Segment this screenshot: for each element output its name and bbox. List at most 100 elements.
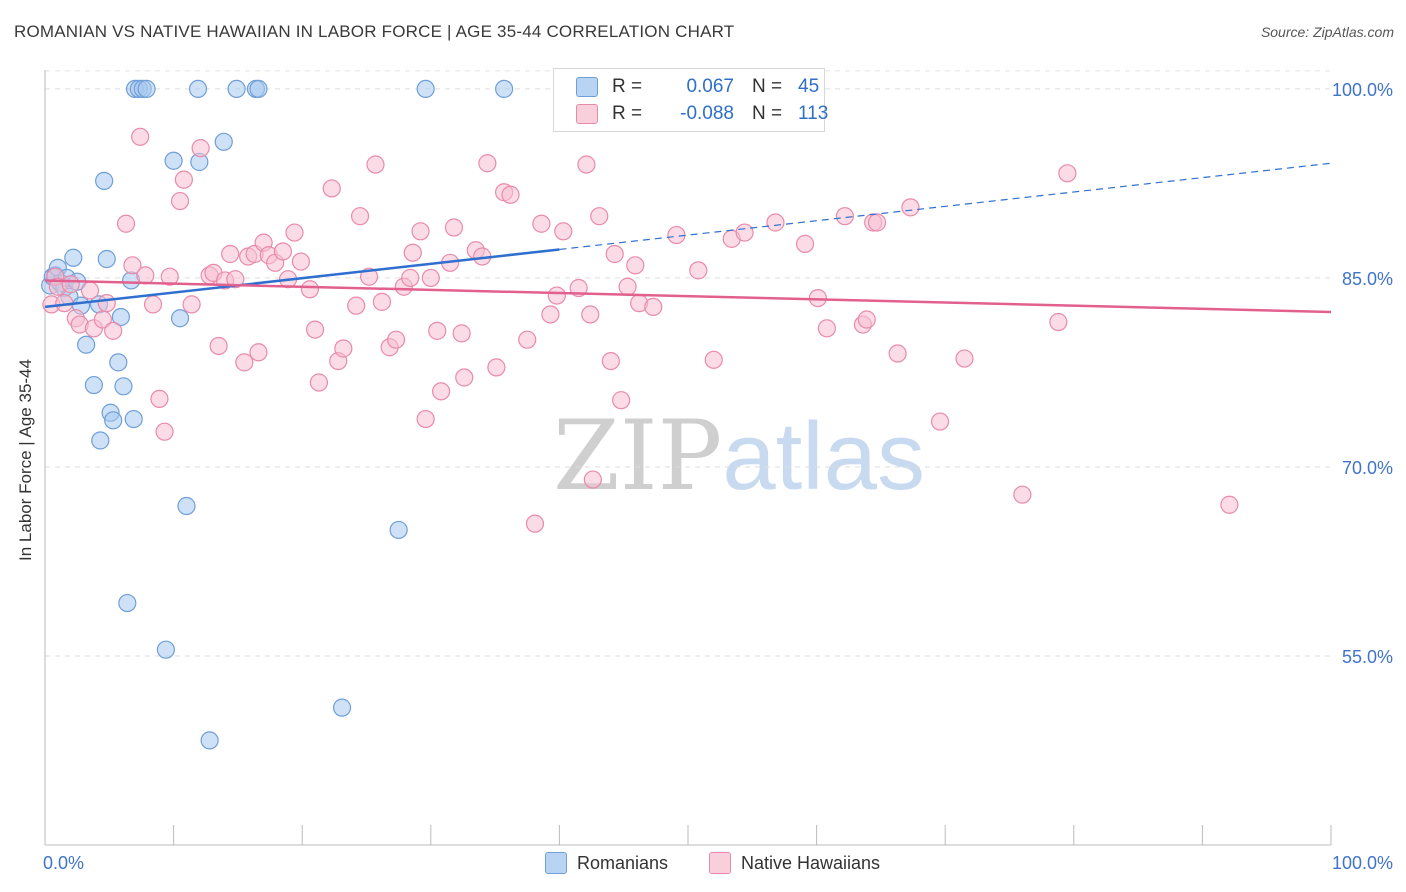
source-label: Source: ZipAtlas.com (1260, 24, 1394, 40)
legend-r-value: -0.088 (680, 103, 734, 124)
romanian-point (77, 335, 96, 354)
hawaiian-point (455, 368, 474, 387)
hawaiian-point (501, 185, 520, 204)
hawaiian-point (601, 351, 620, 371)
hawaiian-point (61, 275, 80, 294)
romanian-point (95, 171, 114, 190)
romanian-point (109, 353, 128, 372)
hawaiian-point (235, 353, 254, 372)
hawaiian-point (618, 277, 637, 296)
romanian-point (495, 79, 514, 99)
legend-r-label: R = (612, 76, 643, 97)
legend-n-label: N = (752, 103, 783, 124)
romanian-point (97, 249, 116, 269)
romanian-point (124, 409, 143, 429)
hawaiian-point (888, 344, 907, 363)
hawaiian-point (350, 207, 370, 226)
legend-r-label: R = (612, 103, 643, 124)
series-legend-hawaiians: Native Hawaiians (709, 852, 880, 874)
hawaiian-point (366, 155, 385, 174)
x-tick-label: 100.0% (1332, 853, 1393, 873)
hawaiian-point (667, 225, 686, 245)
hawaiian-point (191, 139, 210, 158)
romanian-point (137, 79, 156, 99)
romanian-point (104, 411, 123, 430)
hawaiian-point (1049, 312, 1068, 332)
y-tick-label: 55.0% (1342, 647, 1393, 667)
hawaiian-point (541, 305, 560, 324)
romanian-point (156, 640, 175, 659)
hawaiian-point (547, 286, 566, 305)
hawaiian-point (386, 330, 406, 349)
hawaiian-point (518, 330, 537, 349)
hawaiian-point (221, 244, 240, 264)
hawaiian-point (170, 191, 190, 211)
y-axis-label: In Labor Force | Age 35-44 (16, 359, 35, 561)
hawaiian-point (835, 207, 854, 226)
hawaiian-point (857, 310, 876, 329)
hawaiian-point (309, 373, 329, 392)
hawaiian-point (955, 349, 974, 368)
legend-swatch-hawaiians (576, 104, 598, 124)
hawaiian-point (160, 267, 179, 286)
hawaiian-point (605, 244, 624, 264)
hawaiian-point (930, 412, 950, 431)
hawaiian-point (901, 198, 920, 217)
romanian-point (64, 248, 83, 267)
series-legend-romanians: Romanians (545, 852, 668, 874)
hawaiian-point (689, 261, 708, 280)
hawaiian-point (305, 320, 325, 339)
hawaiian-point (403, 243, 422, 262)
hawaiian-point (401, 268, 420, 288)
hawaiian-point (577, 155, 596, 174)
hawaiian-point (334, 339, 353, 358)
hawaiian-point (116, 214, 136, 233)
hawaiian-point (626, 256, 645, 275)
hawaiian-point (155, 422, 174, 441)
romanian-point (227, 79, 246, 99)
romanian-point (389, 520, 408, 540)
legend-r-value: 0.067 (686, 76, 734, 97)
legend-row-romanians: R = 0.067 N = 45 (576, 75, 819, 99)
hawaiian-point (581, 305, 600, 324)
hawaiian-point (644, 297, 663, 317)
hawaiian-point (612, 391, 631, 410)
hawaiian-point (704, 350, 723, 369)
y-tick-label: 85.0% (1342, 269, 1393, 289)
hawaiian-point (300, 280, 320, 299)
romanian-point (200, 731, 219, 750)
romanian-point (416, 79, 435, 99)
romanian-trend-line (44, 248, 560, 309)
hawaiian-point (428, 321, 447, 340)
hawaiian-point (1058, 164, 1077, 183)
correlation-legend: R = 0.067 N = 45 R = -0.088 N = 113 (553, 68, 828, 132)
series-swatch-romanians (545, 852, 567, 874)
hawaiian-point (487, 358, 506, 377)
legend-n-value: 45 (798, 76, 820, 97)
romanian-point (164, 151, 183, 170)
hawaiian-point (411, 222, 430, 241)
romanian-point (188, 79, 208, 99)
hawaiian-point (347, 296, 366, 315)
hawaiian-point (532, 214, 551, 233)
romanian-point (214, 132, 233, 151)
romanian-point (118, 593, 137, 613)
y-tick-label: 100.0% (1332, 80, 1393, 100)
hawaiian-point (590, 207, 609, 226)
hawaiian-point (867, 213, 887, 232)
romanian-point (170, 309, 190, 328)
chart-title: ROMANIAN VS NATIVE HAWAIIAN IN LABOR FOR… (14, 22, 735, 41)
hawaiian-point (182, 295, 201, 314)
series-label-romanians: Romanians (577, 852, 669, 873)
hawaiian-point (131, 127, 150, 146)
hawaiian-point (123, 256, 142, 275)
hawaiian-point (478, 154, 497, 173)
hawaiian-point (322, 179, 341, 198)
hawaiian-point (136, 266, 155, 285)
hawaiian-point (421, 268, 440, 288)
romanian-point (84, 375, 103, 395)
series-legend: Romanians Native Hawaiians (0, 852, 1406, 878)
hawaiian-point (104, 321, 123, 340)
hawaiian-point (416, 409, 435, 429)
